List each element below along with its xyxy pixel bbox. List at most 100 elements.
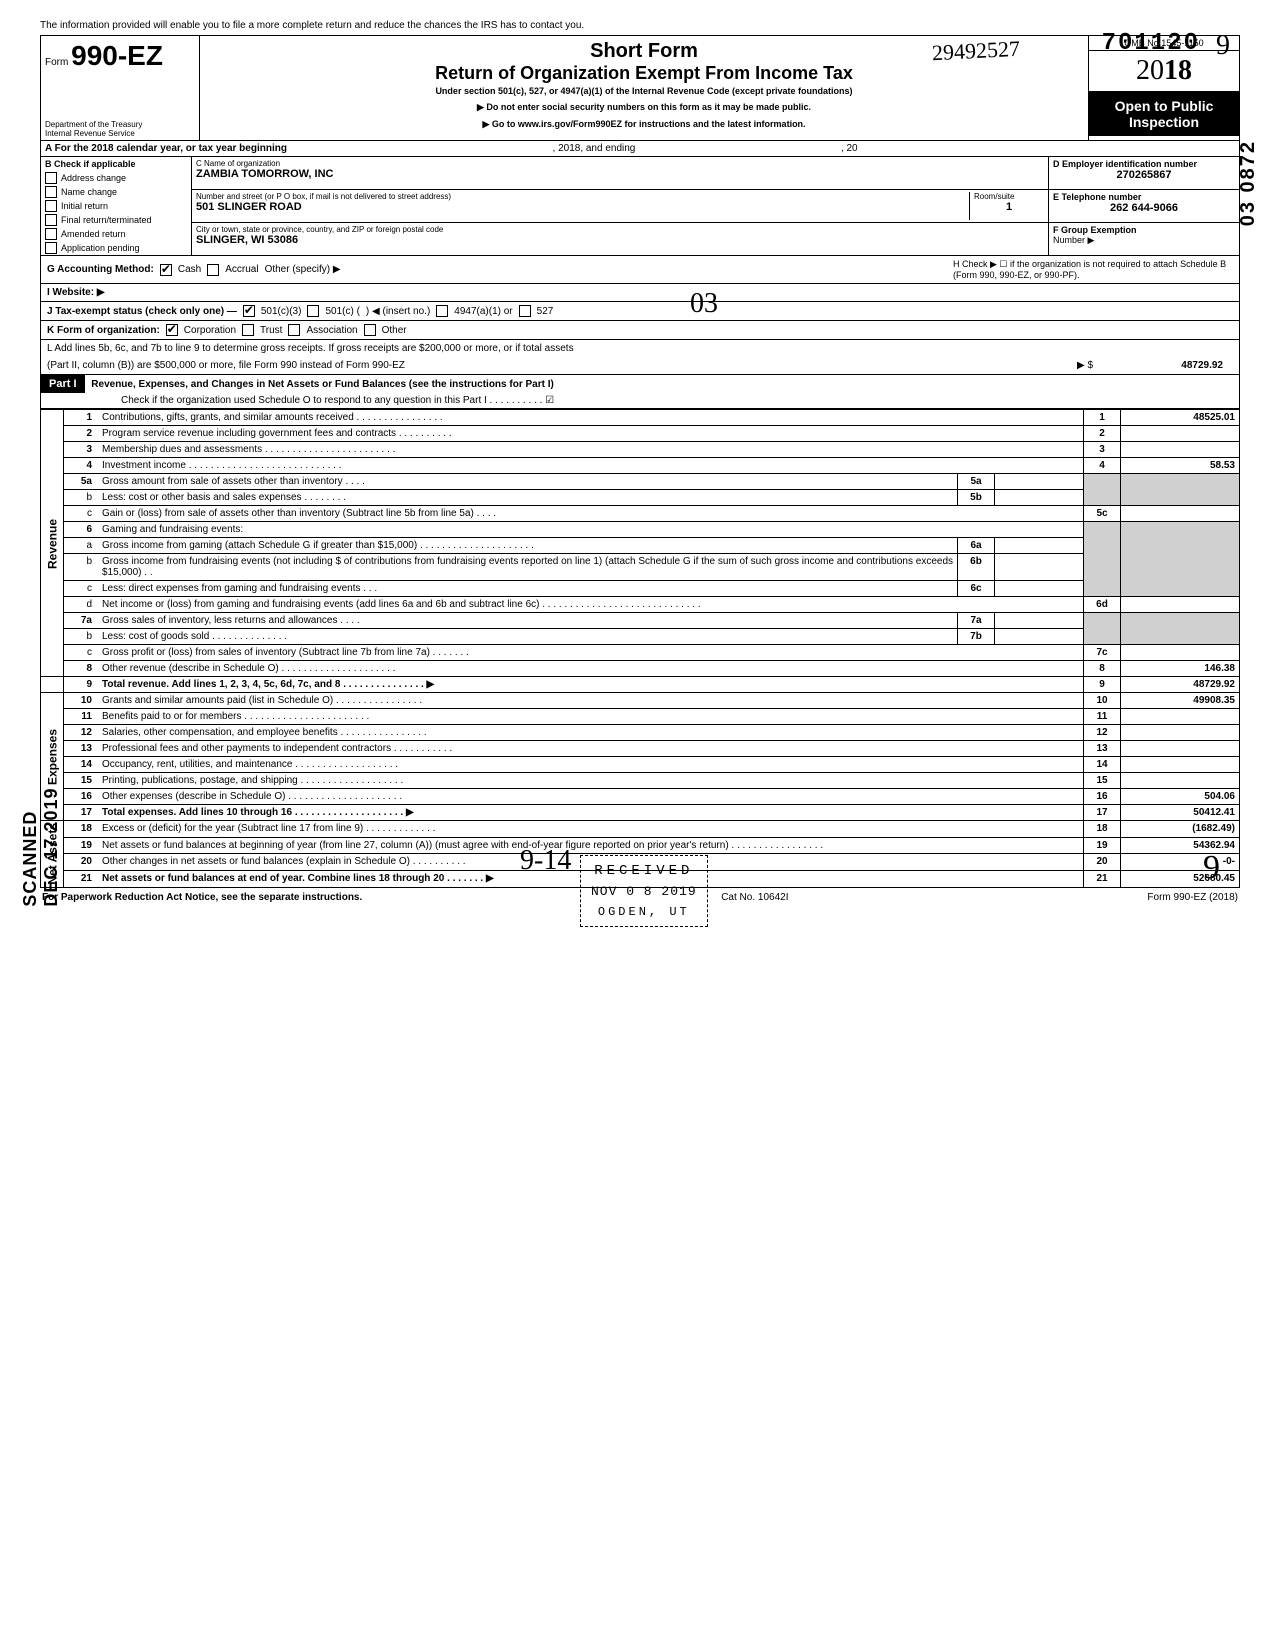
l-text2: (Part II, column (B)) are $500,000 or mo… xyxy=(47,360,405,371)
part-i-check[interactable]: ☑ xyxy=(545,395,554,406)
line-5c-amt xyxy=(1121,506,1240,522)
line-5c-desc: Gain or (loss) from sale of assets other… xyxy=(98,506,1084,522)
line-8-amt: 146.38 xyxy=(1121,661,1240,677)
side-revenue: Revenue xyxy=(41,410,64,677)
line-7a-desc: Gross sales of inventory, less returns a… xyxy=(98,613,958,629)
line-11-amt xyxy=(1121,709,1240,725)
line-17-col: 17 xyxy=(1084,805,1121,821)
financial-table: Revenue 1 Contributions, gifts, grants, … xyxy=(40,409,1240,888)
line-15-col: 15 xyxy=(1084,773,1121,789)
line-5a-no: 5a xyxy=(64,474,99,490)
handwritten-03: 03 xyxy=(690,288,718,320)
col-b-checkboxes: B Check if applicable Address change Nam… xyxy=(41,157,192,255)
d-ein: 270265867 xyxy=(1053,169,1235,181)
side-dln: 03 0872 xyxy=(1237,140,1260,226)
line-2-no: 2 xyxy=(64,426,99,442)
g-cash: Cash xyxy=(178,264,201,275)
j-4947-check[interactable] xyxy=(436,305,448,317)
j-label: J Tax-exempt status (check only one) — xyxy=(47,306,237,317)
check-amended[interactable]: Amended return xyxy=(41,227,191,241)
line-6d-col: 6d xyxy=(1084,597,1121,613)
row-a-calendar-year: A For the 2018 calendar year, or tax yea… xyxy=(40,141,1240,157)
line-6c-mini: 6c xyxy=(958,581,995,597)
g-accrual-check[interactable] xyxy=(207,264,219,276)
k-assoc: Association xyxy=(306,325,357,336)
c-org-name: ZAMBIA TOMORROW, INC xyxy=(196,168,1044,180)
g-other: Other (specify) ▶ xyxy=(265,264,341,275)
k-trust-check[interactable] xyxy=(242,324,254,336)
dept-irs: Internal Revenue Service xyxy=(45,129,142,138)
form-title: Return of Organization Exempt From Incom… xyxy=(208,63,1080,84)
j-501c-check[interactable] xyxy=(307,305,319,317)
line-6b-mini: 6b xyxy=(958,554,995,581)
c-room-label: Room/suite xyxy=(974,192,1044,201)
line-11-col: 11 xyxy=(1084,709,1121,725)
line-3-desc: Membership dues and assessments . . . . … xyxy=(98,442,1084,458)
line-11-no: 11 xyxy=(64,709,99,725)
line-3-amt xyxy=(1121,442,1240,458)
year-suffix: 18 xyxy=(1164,55,1192,86)
line-10-no: 10 xyxy=(64,693,99,709)
g-accrual: Accrual xyxy=(225,264,258,275)
line-12-amt xyxy=(1121,725,1240,741)
check-initial-return[interactable]: Initial return xyxy=(41,199,191,213)
j-501c-insert: ) ◀ (insert no.) xyxy=(366,306,430,317)
line-18-col: 18 xyxy=(1084,821,1121,838)
line-6b-desc: Gross income from fundraising events (no… xyxy=(98,554,958,581)
line-18-desc: Excess or (deficit) for the year (Subtra… xyxy=(98,821,1084,838)
line-7b-no: b xyxy=(64,629,99,645)
line-7c-no: c xyxy=(64,645,99,661)
j-527-check[interactable] xyxy=(519,305,531,317)
part-i-header-row: Part I Revenue, Expenses, and Changes in… xyxy=(40,375,1240,409)
l-arrow: ▶ $ xyxy=(1077,360,1093,371)
line-6d-amt xyxy=(1121,597,1240,613)
line-13-amt xyxy=(1121,741,1240,757)
j-501c3-check[interactable] xyxy=(243,305,255,317)
line-10-amt: 49908.35 xyxy=(1121,693,1240,709)
row-g-accounting: G Accounting Method: Cash Accrual Other … xyxy=(40,256,1240,284)
year-prefix: 20 xyxy=(1136,55,1164,86)
line-18-no: 18 xyxy=(64,821,99,838)
line-15-desc: Printing, publications, postage, and shi… xyxy=(98,773,1084,789)
form-number: 990-EZ xyxy=(71,40,163,71)
dept-treasury: Department of the Treasury xyxy=(45,120,142,129)
g-cash-check[interactable] xyxy=(160,264,172,276)
line-21-no: 21 xyxy=(64,870,99,887)
line-21-col: 21 xyxy=(1084,870,1121,887)
line-6d-desc: Net income or (loss) from gaming and fun… xyxy=(98,597,1084,613)
line-6c-no: c xyxy=(64,581,99,597)
line-1-col: 1 xyxy=(1084,410,1121,426)
line-13-desc: Professional fees and other payments to … xyxy=(98,741,1084,757)
k-assoc-check[interactable] xyxy=(288,324,300,336)
e-phone: 262 644-9066 xyxy=(1053,202,1235,214)
check-final-return[interactable]: Final return/terminated xyxy=(41,213,191,227)
line-9-no: 9 xyxy=(64,677,99,693)
line-8-col: 8 xyxy=(1084,661,1121,677)
line-20-col: 20 xyxy=(1084,854,1121,871)
line-1-no: 1 xyxy=(64,410,99,426)
row-l-gross-receipts: L Add lines 5b, 6c, and 7b to line 9 to … xyxy=(40,340,1240,375)
k-corp-check[interactable] xyxy=(166,324,178,336)
line-20-no: 20 xyxy=(64,854,99,871)
k-other-check[interactable] xyxy=(364,324,376,336)
line-7a-no: 7a xyxy=(64,613,99,629)
i-label: I Website: ▶ xyxy=(47,287,105,298)
line-2-amt xyxy=(1121,426,1240,442)
gray-7 xyxy=(1084,613,1121,645)
line-19-no: 19 xyxy=(64,837,99,854)
line-7a-val xyxy=(995,613,1084,629)
top-note: The information provided will enable you… xyxy=(40,20,1240,31)
line-4-amt: 58.53 xyxy=(1121,458,1240,474)
c-street-label: Number and street (or P O box, if mail i… xyxy=(196,192,965,201)
form-990ez-page: The information provided will enable you… xyxy=(40,20,1240,907)
check-address-change[interactable]: Address change xyxy=(41,171,191,185)
line-12-no: 12 xyxy=(64,725,99,741)
check-app-pending[interactable]: Application pending xyxy=(41,241,191,255)
h-schedule-b: H Check ▶ ☐ if the organization is not r… xyxy=(953,259,1233,280)
footer-mid: Cat No. 10642I xyxy=(721,892,788,903)
side-scanned-stamp: SCANNED DEC 17 2019 xyxy=(20,780,62,907)
line-16-col: 16 xyxy=(1084,789,1121,805)
line-12-col: 12 xyxy=(1084,725,1121,741)
line-6-desc: Gaming and fundraising events: xyxy=(98,522,1084,538)
check-name-change[interactable]: Name change xyxy=(41,185,191,199)
